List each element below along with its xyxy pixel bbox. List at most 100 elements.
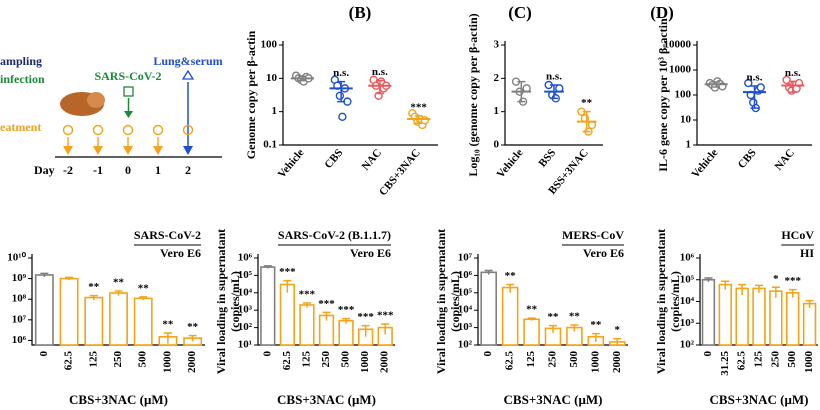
error-bar <box>298 75 307 82</box>
error-bar <box>361 324 370 337</box>
timeline-label: ampling <box>0 54 42 68</box>
x-tick-label: 500 <box>137 351 149 368</box>
x-tick-label: 250 <box>112 351 124 368</box>
bar <box>59 277 79 346</box>
error-bar <box>65 276 74 281</box>
x-tick-label: 62.5 <box>281 351 293 371</box>
error-bar <box>570 324 579 332</box>
bar <box>279 283 296 346</box>
significance-label: n.s. <box>546 71 562 83</box>
error-bar <box>40 272 49 277</box>
x-tick-label: 500 <box>786 351 798 368</box>
error-bar <box>613 337 622 345</box>
y-tick-label: 10⁶ <box>12 334 27 346</box>
x-axis-label: CBS+3NAC (μM) <box>710 392 809 407</box>
timeline-label: infection <box>0 72 45 86</box>
y-tick-label: 100 <box>261 39 278 51</box>
significance-label: ** <box>569 311 581 323</box>
subtitle: Vero E6 <box>160 246 201 260</box>
x-tick-label: BSS <box>536 147 558 170</box>
error-bar <box>771 286 780 298</box>
error-bar <box>591 332 600 342</box>
y-tick-label: 10⁷ <box>12 313 27 325</box>
error-bar <box>582 110 591 133</box>
error-bar <box>414 115 423 124</box>
error-bar <box>342 317 351 324</box>
y-tick-label: 10⁴ <box>458 304 473 316</box>
y-axis-label: Viral loading in supernatant <box>214 229 228 374</box>
panel-title: (D) <box>650 3 674 22</box>
error-bar <box>788 80 797 93</box>
significance-label: *** <box>338 304 355 316</box>
y-tick-label: 10 <box>680 114 692 126</box>
y-tick-label: 10¹ <box>238 339 252 351</box>
y-tick-label: 10⁶ <box>458 269 473 281</box>
timeline: ampling infection eatment SARS-CoV-2 Lun… <box>0 54 223 177</box>
subtitle: Vero E6 <box>583 246 624 260</box>
x-tick-label: 125 <box>753 351 765 368</box>
subtitle: MERS-CoV <box>562 228 624 242</box>
y-tick-label: 0 <box>494 139 500 151</box>
significance-label: *** <box>299 289 316 301</box>
error-bar <box>549 324 557 333</box>
treatment-arrows <box>63 146 163 155</box>
subtitle: HCoV <box>781 228 814 242</box>
subtitle: HI <box>800 246 814 260</box>
error-bar <box>704 277 713 282</box>
y-axis-label: (copies/mL) <box>668 271 682 332</box>
panel-title: (C) <box>508 3 532 22</box>
significance-label: ** <box>162 319 174 331</box>
x-tick-label: 500 <box>340 351 352 368</box>
y-axis-label: (copies/mL) <box>228 271 242 332</box>
y-tick-label: 10³ <box>458 321 473 333</box>
harvest-arrow <box>183 146 193 155</box>
y-tick-label: 1 <box>494 105 500 117</box>
y-axis-label: Genome copy per β-actin <box>244 30 258 159</box>
significance-label: n.s. <box>372 66 388 78</box>
x-tick-label: 0 <box>702 351 714 357</box>
significance-label: ** <box>548 311 560 323</box>
x-tick-label: 31.25 <box>719 351 731 376</box>
y-axis-label: Log₁₀ (genome copy per β-actin) <box>466 13 480 176</box>
x-tick-label: 0 <box>482 351 494 357</box>
y-axis-label: Viral loading in supernatant <box>434 229 448 374</box>
significance-label: *** <box>279 266 296 278</box>
bar <box>34 274 54 346</box>
bar <box>84 296 104 346</box>
error-bar <box>375 79 384 95</box>
infection-arrow <box>124 111 133 118</box>
bar <box>338 319 354 346</box>
error-bar <box>484 269 493 275</box>
significance-label: ** <box>581 97 593 109</box>
x-tick-label: 125 <box>525 351 537 368</box>
y-tick-label: 10⁸ <box>12 293 27 305</box>
y-tick-label: 1 <box>686 139 692 151</box>
y-tick-label: 10⁵ <box>458 286 473 298</box>
y-tick-label: 10⁶ <box>238 252 253 264</box>
y-tick-label: 10000 <box>664 39 692 51</box>
x-tick-label: Vehicle <box>689 147 720 181</box>
significance-label: n.s. <box>785 67 801 79</box>
data-point <box>335 91 345 100</box>
subtitle: Vero E6 <box>350 246 391 260</box>
x-axis-label: CBS+3NAC (μM) <box>69 392 168 407</box>
x-tick-label: 0 <box>38 351 50 357</box>
error-bar <box>506 283 515 293</box>
x-tick-label: CBS <box>322 147 345 171</box>
y-tick-label: 10⁹ <box>12 272 27 284</box>
virus-label: SARS-CoV-2 <box>94 69 161 83</box>
bar <box>133 297 153 346</box>
bar <box>260 266 276 346</box>
significance-label: ** <box>590 319 602 331</box>
subtitle: SARS-CoV-2 <box>134 228 201 242</box>
x-tick-label: 62.5 <box>736 351 748 371</box>
y-tick-label: 10⁵ <box>680 273 695 285</box>
y-tick-label: 2 <box>494 72 500 84</box>
x-tick-label: 1000 <box>803 351 815 374</box>
y-tick-label: 3 <box>494 39 500 51</box>
panel-title: (B) <box>349 3 372 22</box>
y-tick-label: 1 <box>272 105 278 117</box>
bar <box>752 287 766 346</box>
error-bar <box>263 265 272 269</box>
significance-label: ** <box>113 277 125 289</box>
